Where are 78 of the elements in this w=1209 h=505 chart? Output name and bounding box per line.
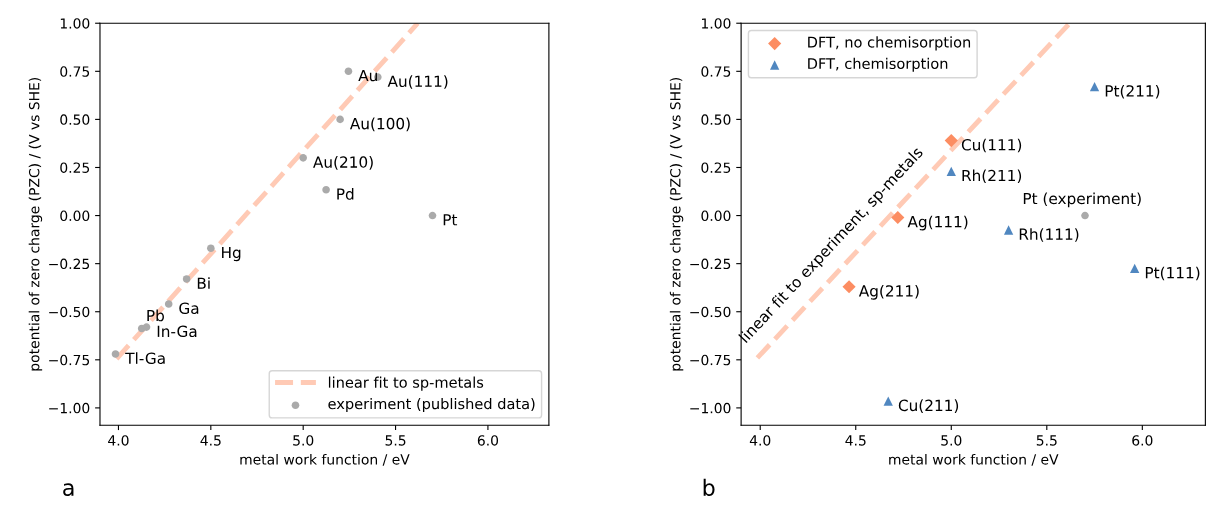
x-tick-label: 4.5: [845, 435, 866, 446]
y-tick-label: −1.00: [49, 402, 90, 414]
point: [944, 133, 958, 148]
x-axis-title: metal work function / eV: [889, 453, 1059, 466]
y-tick-label: −1.00: [690, 402, 731, 414]
x-tick-label: 4.0: [108, 435, 129, 446]
point: [322, 185, 330, 194]
x-tick-label: 4.5: [200, 435, 221, 446]
y-tick-label: 0.00: [701, 210, 731, 222]
y-tick-label: 0.00: [60, 210, 90, 222]
x-tick-label: 6.0: [477, 435, 499, 446]
annotation: Au(100): [349, 117, 410, 132]
point: [182, 275, 191, 283]
annotation: Au: [358, 69, 377, 82]
annotation: Ga: [179, 302, 199, 315]
legend-label: experiment (published data): [328, 397, 535, 413]
legend-label: DFT, chemisorption: [808, 57, 948, 72]
point: [842, 280, 856, 294]
text: a: [63, 483, 74, 496]
x-tick-label: 4.0: [749, 435, 771, 446]
x-tick-label: 5.0: [293, 435, 314, 446]
annotation: Tl-Ga: [125, 352, 165, 365]
annotation: Au(111): [387, 75, 448, 89]
x-tick-label: 5.5: [1036, 435, 1057, 446]
y-axis-title: potential of zero charge (PZC) / (V vs SHE): [28, 77, 43, 371]
x-axis-title: metal work function / eV: [240, 453, 410, 466]
annotation: Hg: [222, 246, 241, 262]
text: b: [703, 478, 715, 496]
annotation: Pt(111): [1145, 266, 1200, 281]
point: [299, 154, 307, 162]
y-tick-label: −0.25: [49, 258, 90, 270]
x-tick-label: 5.0: [941, 435, 962, 446]
annotation: Ag(111): [907, 215, 968, 231]
point: [946, 166, 956, 176]
point: [1089, 82, 1100, 92]
annotation: In-Ga: [157, 325, 197, 338]
annotation: Cu(211): [898, 399, 959, 413]
annotation: Au(210): [313, 156, 373, 170]
y-tick-label: 1.00: [702, 18, 731, 29]
y-axis-title: potential of zero charge (PZC) / (V vs SHE): [669, 77, 684, 371]
annotation: Pt: [443, 214, 458, 226]
y-tick-label: −0.75: [690, 354, 731, 366]
point: [1081, 211, 1089, 220]
annotation: Rh(211): [962, 169, 1022, 184]
point: [207, 244, 215, 253]
y-tick-label: −0.75: [49, 354, 90, 366]
y-tick-label: 0.50: [701, 114, 731, 125]
y-tick-label: −0.50: [690, 306, 731, 318]
point: [164, 300, 173, 308]
annotation: Rh(111): [1019, 228, 1079, 242]
point: [428, 211, 437, 220]
annotation: Bi: [197, 277, 210, 289]
point: [883, 396, 893, 406]
point: [891, 210, 905, 225]
legend-label: DFT, no chemisorption: [808, 36, 971, 51]
point: [1003, 225, 1014, 235]
annotation: Pb: [147, 309, 164, 322]
y-tick-label: −0.50: [49, 306, 90, 318]
y-tick-label: 0.50: [60, 114, 90, 125]
x-tick-label: 6.0: [1132, 435, 1153, 446]
point: [111, 350, 120, 358]
y-tick-label: 0.25: [60, 162, 90, 173]
point: [336, 115, 344, 124]
x-tick-label: 5.5: [385, 435, 406, 446]
annotation: Ag(211): [858, 284, 919, 300]
legend-label: linear fit to sp-metals: [328, 376, 484, 391]
y-tick-label: 0.25: [701, 162, 731, 173]
annotation: Pt (experiment): [1023, 192, 1141, 208]
point: [1130, 263, 1140, 274]
point: [344, 67, 353, 76]
annotation: Cu(111): [961, 138, 1022, 153]
y-tick-label: 1.00: [60, 18, 90, 29]
annotation: Pt(211): [1105, 84, 1160, 99]
y-tick-label: 0.75: [60, 66, 90, 77]
y-tick-label: 0.75: [701, 66, 731, 77]
annotation: Pd: [337, 187, 354, 200]
point: [142, 323, 151, 331]
y-tick-label: −0.25: [690, 258, 731, 270]
